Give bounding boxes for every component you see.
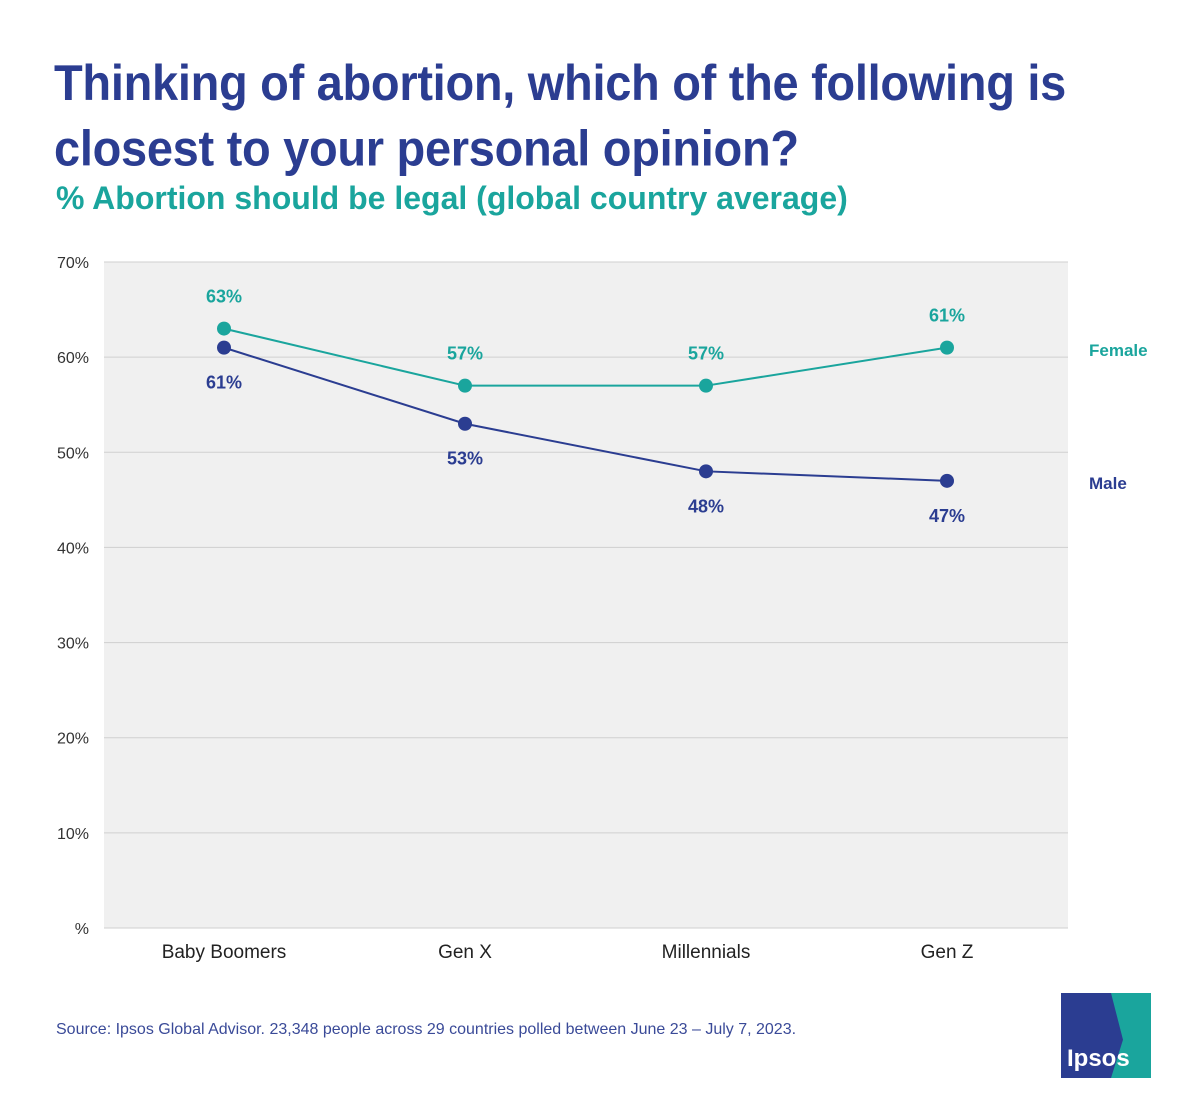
data-point [217, 340, 231, 355]
data-point [217, 321, 231, 336]
data-point [699, 464, 713, 479]
data-label: 47% [929, 506, 965, 526]
chart-subtitle: % Abortion should be legal (global count… [56, 180, 848, 216]
data-point [458, 378, 472, 393]
data-label: 57% [688, 344, 724, 364]
data-point [458, 416, 472, 431]
x-tick-label: Baby Boomers [162, 942, 287, 963]
chart-title: Thinking of abortion, which of the follo… [54, 54, 1066, 177]
x-tick-label: Gen Z [921, 942, 974, 963]
y-tick-label: % [75, 921, 89, 938]
series-line-male [223, 346, 948, 482]
series-name-label: Male [1089, 474, 1127, 493]
data-point [699, 378, 713, 393]
data-label: 48% [688, 496, 724, 516]
y-tick-label: 40% [57, 540, 89, 557]
data-point [940, 473, 954, 488]
y-tick-label: 70% [57, 255, 89, 272]
y-tick-label: 50% [57, 445, 89, 462]
series-line-female [223, 327, 948, 387]
x-tick-label: Gen X [438, 942, 492, 963]
y-tick-label: 10% [57, 826, 89, 843]
logo-text: Ipsos [1067, 1045, 1130, 1072]
x-tick-label: Millennials [662, 942, 751, 963]
data-label: 63% [206, 287, 242, 307]
source-note: Source: Ipsos Global Advisor. 23,348 peo… [56, 1021, 797, 1038]
y-tick-label: 60% [57, 350, 89, 367]
y-tick-label: 20% [57, 731, 89, 748]
data-label: 53% [447, 449, 483, 469]
y-tick-label: 30% [57, 636, 89, 653]
data-label: 61% [206, 373, 242, 393]
data-point [940, 340, 954, 355]
data-label: 57% [447, 344, 483, 364]
series-name-label: Female [1089, 341, 1148, 360]
plot-area [104, 262, 1068, 928]
ipsos-logo: Ipsos [1061, 993, 1151, 1078]
data-label: 61% [929, 306, 965, 326]
